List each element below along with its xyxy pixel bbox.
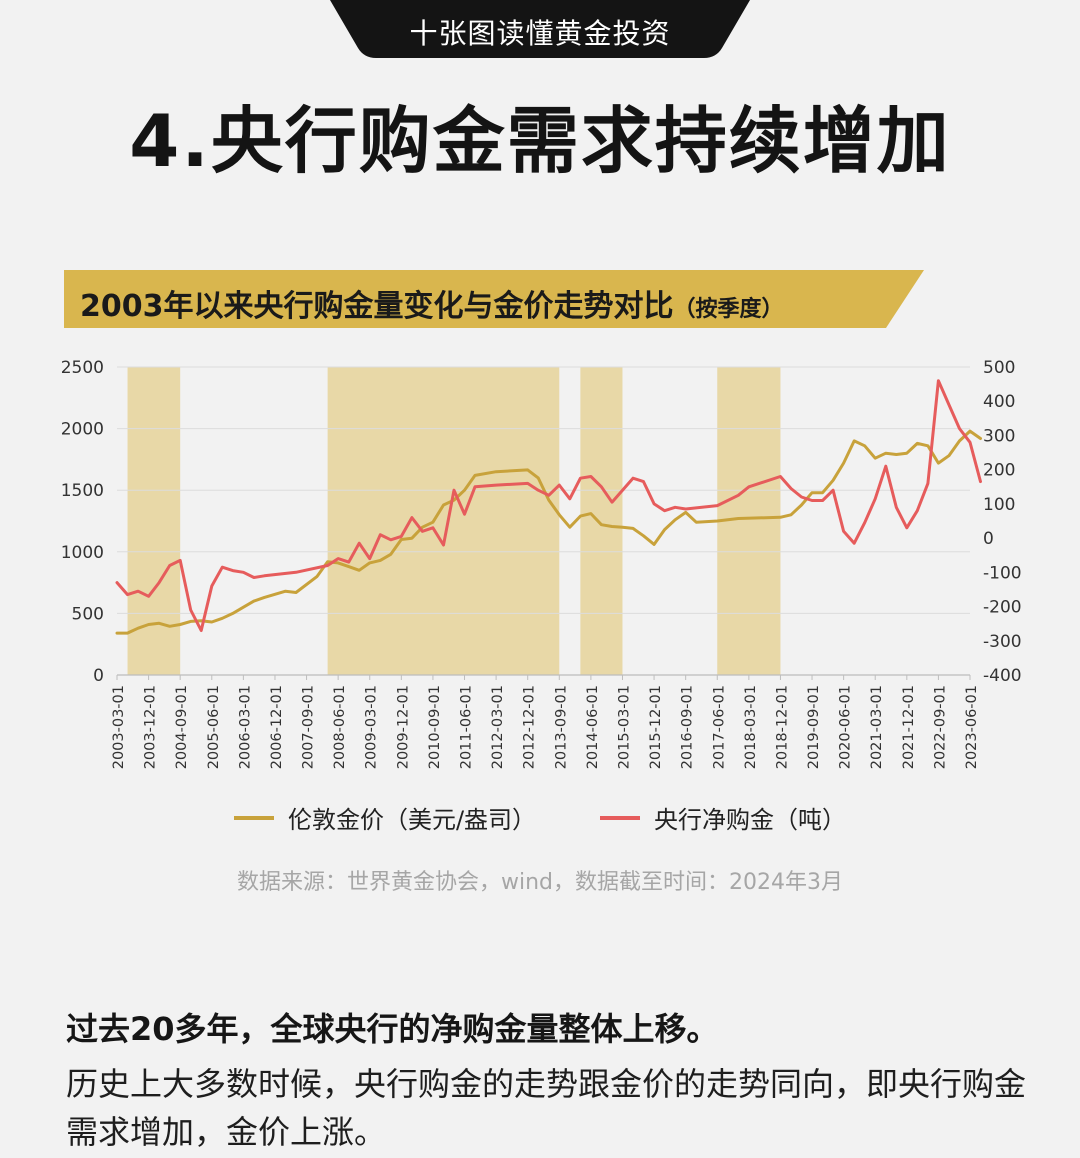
x-tick-label-8: 2009-03-01: [364, 685, 380, 769]
paragraph-heading: 过去20多年，全球央行的净购金量整体上移。: [66, 1010, 719, 1048]
x-tick-label-0: 2003-03-01: [111, 685, 127, 769]
y-right-tick-label-4: 0: [983, 529, 994, 549]
banner-background: [330, 0, 750, 58]
y-left-tick-label-5: 2500: [61, 358, 104, 378]
y-right-tick-label-3: -100: [983, 563, 1022, 583]
y-right-tick-label-8: 400: [983, 392, 1015, 412]
x-tick-label-22: 2019-09-01: [806, 685, 822, 769]
x-tick-label-2: 2004-09-01: [174, 685, 190, 769]
chart-title-suffix: （按季度）: [673, 297, 784, 322]
y-right-tick-label-0: -400: [983, 666, 1022, 686]
y-left-tick-label-3: 1500: [61, 481, 104, 501]
y-left-tick-label-2: 1000: [61, 543, 104, 563]
x-tick-label-17: 2015-12-01: [648, 685, 664, 769]
y-right-tick-label-2: -200: [983, 598, 1022, 618]
chart-legend: 伦敦金价（美元/盎司） 央行净购金（吨）: [0, 800, 1080, 835]
y-right-tick-label-9: 500: [983, 358, 1015, 378]
x-tick-label-15: 2014-06-01: [585, 685, 601, 769]
chart-title-bar-shape: [64, 270, 924, 328]
x-tick-label-20: 2018-03-01: [743, 685, 759, 769]
legend-swatch-gold: [233, 815, 274, 820]
x-tick-label-25: 2021-12-01: [901, 685, 917, 769]
y-right-tick-label-6: 200: [983, 461, 1015, 481]
paragraph-body: 历史上大多数时候，央行购金的走势跟金价的走势同向，即央行购金需求增加，金价上涨。: [66, 1065, 1027, 1151]
y-right-tick-label-1: -300: [983, 632, 1022, 652]
x-tick-label-11: 2011-06-01: [459, 685, 475, 769]
shaded-period-1: [327, 367, 560, 675]
x-tick-label-6: 2007-09-01: [301, 685, 317, 769]
x-tick-label-24: 2021-03-01: [869, 685, 885, 769]
series-line-gold-price: [115, 429, 982, 635]
legend-label-cb: 央行净购金（吨）: [654, 806, 847, 834]
x-tick-label-16: 2015-03-01: [616, 685, 632, 769]
x-tick-label-14: 2013-09-01: [553, 685, 569, 769]
x-tick-label-23: 2020-06-01: [838, 685, 854, 769]
data-source-note: 数据来源：世界黄金协会，wind，数据截至时间：2024年3月: [236, 870, 843, 895]
x-tick-label-9: 2009-12-01: [395, 685, 411, 769]
x-tick-label-1: 2003-12-01: [143, 685, 159, 769]
banner-label: 十张图读懂黄金投资: [409, 17, 671, 50]
x-tick-label-4: 2006-03-01: [237, 685, 253, 769]
x-tick-label-5: 2006-12-01: [269, 685, 285, 769]
chart-title: 2003年以来央行购金量变化与金价走势对比（按季度）: [80, 281, 784, 325]
y-left-tick-label-0: 0: [93, 666, 104, 686]
x-tick-label-21: 2018-12-01: [774, 685, 790, 769]
legend-item-gold-price: 伦敦金价（美元/盎司）: [233, 800, 537, 835]
x-tick-label-13: 2012-12-01: [522, 685, 538, 769]
y-left-tick-label-1: 500: [72, 604, 104, 624]
x-tick-label-19: 2017-06-01: [711, 685, 727, 769]
chart-title-bar: [64, 270, 924, 328]
x-tick-label-27: 2023-06-01: [964, 685, 980, 769]
chart-title-main: 2003年以来央行购金量变化与金价走势对比: [80, 289, 674, 324]
chart: 0 500 1000 1500 2000 2500 -400 -300 -200 -100 0 100…: [61, 358, 1022, 769]
shaded-period-2: [580, 367, 623, 675]
series-line-cb-purchases: [115, 379, 982, 632]
legend-label-gold: 伦敦金价（美元/盎司）: [287, 806, 537, 834]
x-tick-label-10: 2010-09-01: [427, 685, 443, 769]
y-left-tick-label-4: 2000: [61, 420, 104, 440]
x-tick-label-3: 2005-06-01: [206, 685, 222, 769]
x-tick-label-26: 2022-09-01: [932, 685, 948, 769]
x-tick-label-12: 2012-03-01: [490, 685, 506, 769]
legend-swatch-red: [600, 815, 641, 820]
x-tick-label-18: 2016-09-01: [680, 685, 696, 769]
page-title: 4.央行购金需求持续增加: [129, 99, 951, 183]
legend-item-cb-purchases: 央行净购金（吨）: [600, 800, 846, 835]
banner-shape: [330, 0, 750, 58]
y-right-tick-label-7: 300: [983, 426, 1015, 446]
x-tick-label-7: 2008-06-01: [332, 685, 348, 769]
y-right-tick-label-5: 100: [983, 495, 1015, 515]
